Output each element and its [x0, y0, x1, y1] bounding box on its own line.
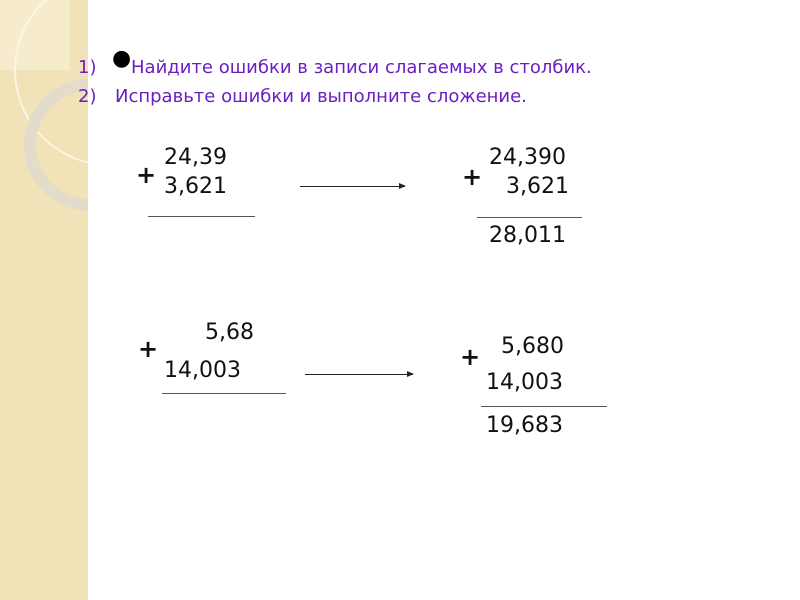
p1-wrong-addend-a: 24,39 — [164, 145, 227, 170]
decorative-sidebar — [0, 0, 88, 600]
plus-sign: + — [460, 343, 481, 371]
task-2-text: Исправьте ошибки и выполните сложение. — [115, 86, 527, 107]
bullet-icon: ● — [112, 46, 132, 71]
arrow-icon — [305, 371, 414, 377]
arrow-icon — [300, 183, 406, 189]
p2-fixed-addend-a: 5,680 — [501, 334, 564, 359]
p2-fixed-addend-b: 14,003 — [486, 370, 563, 395]
p1-fixed-addend-b: 3,621 — [506, 174, 569, 199]
p2-fixed-sum-line — [481, 406, 607, 407]
p1-sum: 28,011 — [489, 223, 566, 248]
plus-sign: + — [138, 335, 159, 363]
p2-wrong-addend-a: 5,68 — [205, 320, 254, 345]
plus-sign: + — [136, 161, 157, 189]
plus-sign: + — [462, 163, 483, 191]
p2-wrong-sum-line — [162, 393, 286, 394]
p1-fixed-sum-line — [477, 217, 582, 218]
decorative-circles-icon — [0, 0, 88, 211]
p2-wrong-addend-b: 14,003 — [164, 358, 241, 383]
p1-wrong-sum-line — [148, 216, 255, 217]
p1-fixed-addend-a: 24,390 — [489, 145, 566, 170]
task-1-text: Найдите ошибки в записи слагаемых в стол… — [131, 57, 592, 78]
p1-wrong-addend-b: 3,621 — [164, 174, 227, 199]
p2-sum: 19,683 — [486, 413, 563, 438]
task-2-marker: 2) — [78, 86, 97, 107]
task-1-marker: 1) — [78, 57, 97, 78]
